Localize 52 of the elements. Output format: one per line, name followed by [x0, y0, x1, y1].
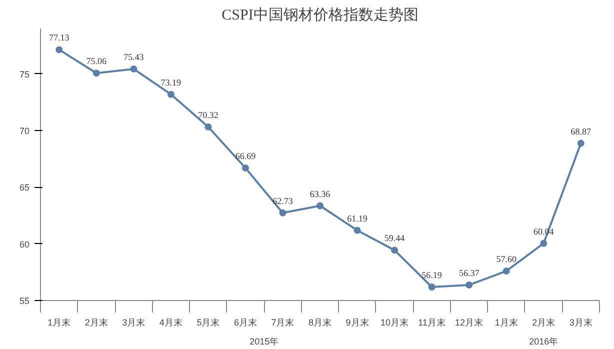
point — [204, 123, 212, 130]
point — [242, 164, 249, 172]
data-label: 75.43 — [124, 52, 144, 62]
text: 2016年 — [529, 336, 558, 346]
x-tick-label: 6月末 — [234, 318, 257, 328]
data-label: 66.69 — [235, 151, 256, 162]
x-tick-label: 11月末 — [418, 318, 446, 328]
point — [279, 209, 286, 216]
data-label: 56.37 — [458, 268, 480, 278]
x-tick-label: 4月末 — [159, 318, 182, 328]
x-tick-label: 12月末 — [455, 318, 484, 328]
data-label: 62.73 — [272, 196, 294, 206]
point — [428, 284, 436, 291]
point — [56, 46, 63, 54]
y-tick-label: 60 — [19, 239, 30, 250]
point — [577, 140, 584, 147]
data-label: 70.32 — [198, 110, 218, 120]
data-label: 63.36 — [310, 188, 331, 199]
data-label: 75.06 — [86, 56, 108, 66]
point — [540, 240, 548, 247]
x-tick-label: 3月末 — [569, 318, 592, 328]
data-label: 77.13 — [49, 32, 70, 43]
x-tick-label: 2月末 — [84, 318, 108, 328]
y-tick-label: 75 — [19, 69, 30, 80]
x-tick-label: 2月末 — [532, 318, 556, 328]
data-label: 59.44 — [384, 233, 406, 244]
y-tick-label: 70 — [19, 126, 30, 136]
point — [316, 202, 324, 210]
data-label: 73.19 — [160, 77, 182, 88]
x-tick-label: 8月末 — [308, 318, 332, 328]
x-tick-label: 7月末 — [271, 318, 294, 328]
chart-title: CSPI中国钢材价格指数走势图 — [222, 6, 418, 24]
point — [167, 90, 174, 98]
data-label: 57.60 — [496, 254, 517, 264]
point — [130, 65, 138, 72]
x-tick-label: 5月末 — [196, 318, 220, 328]
x-tick-label: 3月末 — [122, 318, 146, 328]
point — [466, 281, 473, 288]
point — [502, 268, 510, 275]
data-label: 61.19 — [347, 213, 368, 224]
x-tick-label: 9月末 — [346, 318, 369, 328]
point — [354, 226, 361, 234]
x-tick-label: 1月末 — [48, 318, 71, 328]
y-tick-label: 55 — [19, 296, 30, 306]
x-tick-label: 10月末 — [380, 318, 409, 328]
data-label: 68.87 — [570, 126, 592, 136]
text: 2015年 — [250, 336, 279, 346]
y-tick-label: 65 — [19, 182, 30, 193]
point — [92, 70, 100, 77]
data-label: 56.19 — [422, 270, 442, 280]
x-tick-label: 1月末 — [494, 318, 518, 328]
point — [391, 246, 398, 254]
